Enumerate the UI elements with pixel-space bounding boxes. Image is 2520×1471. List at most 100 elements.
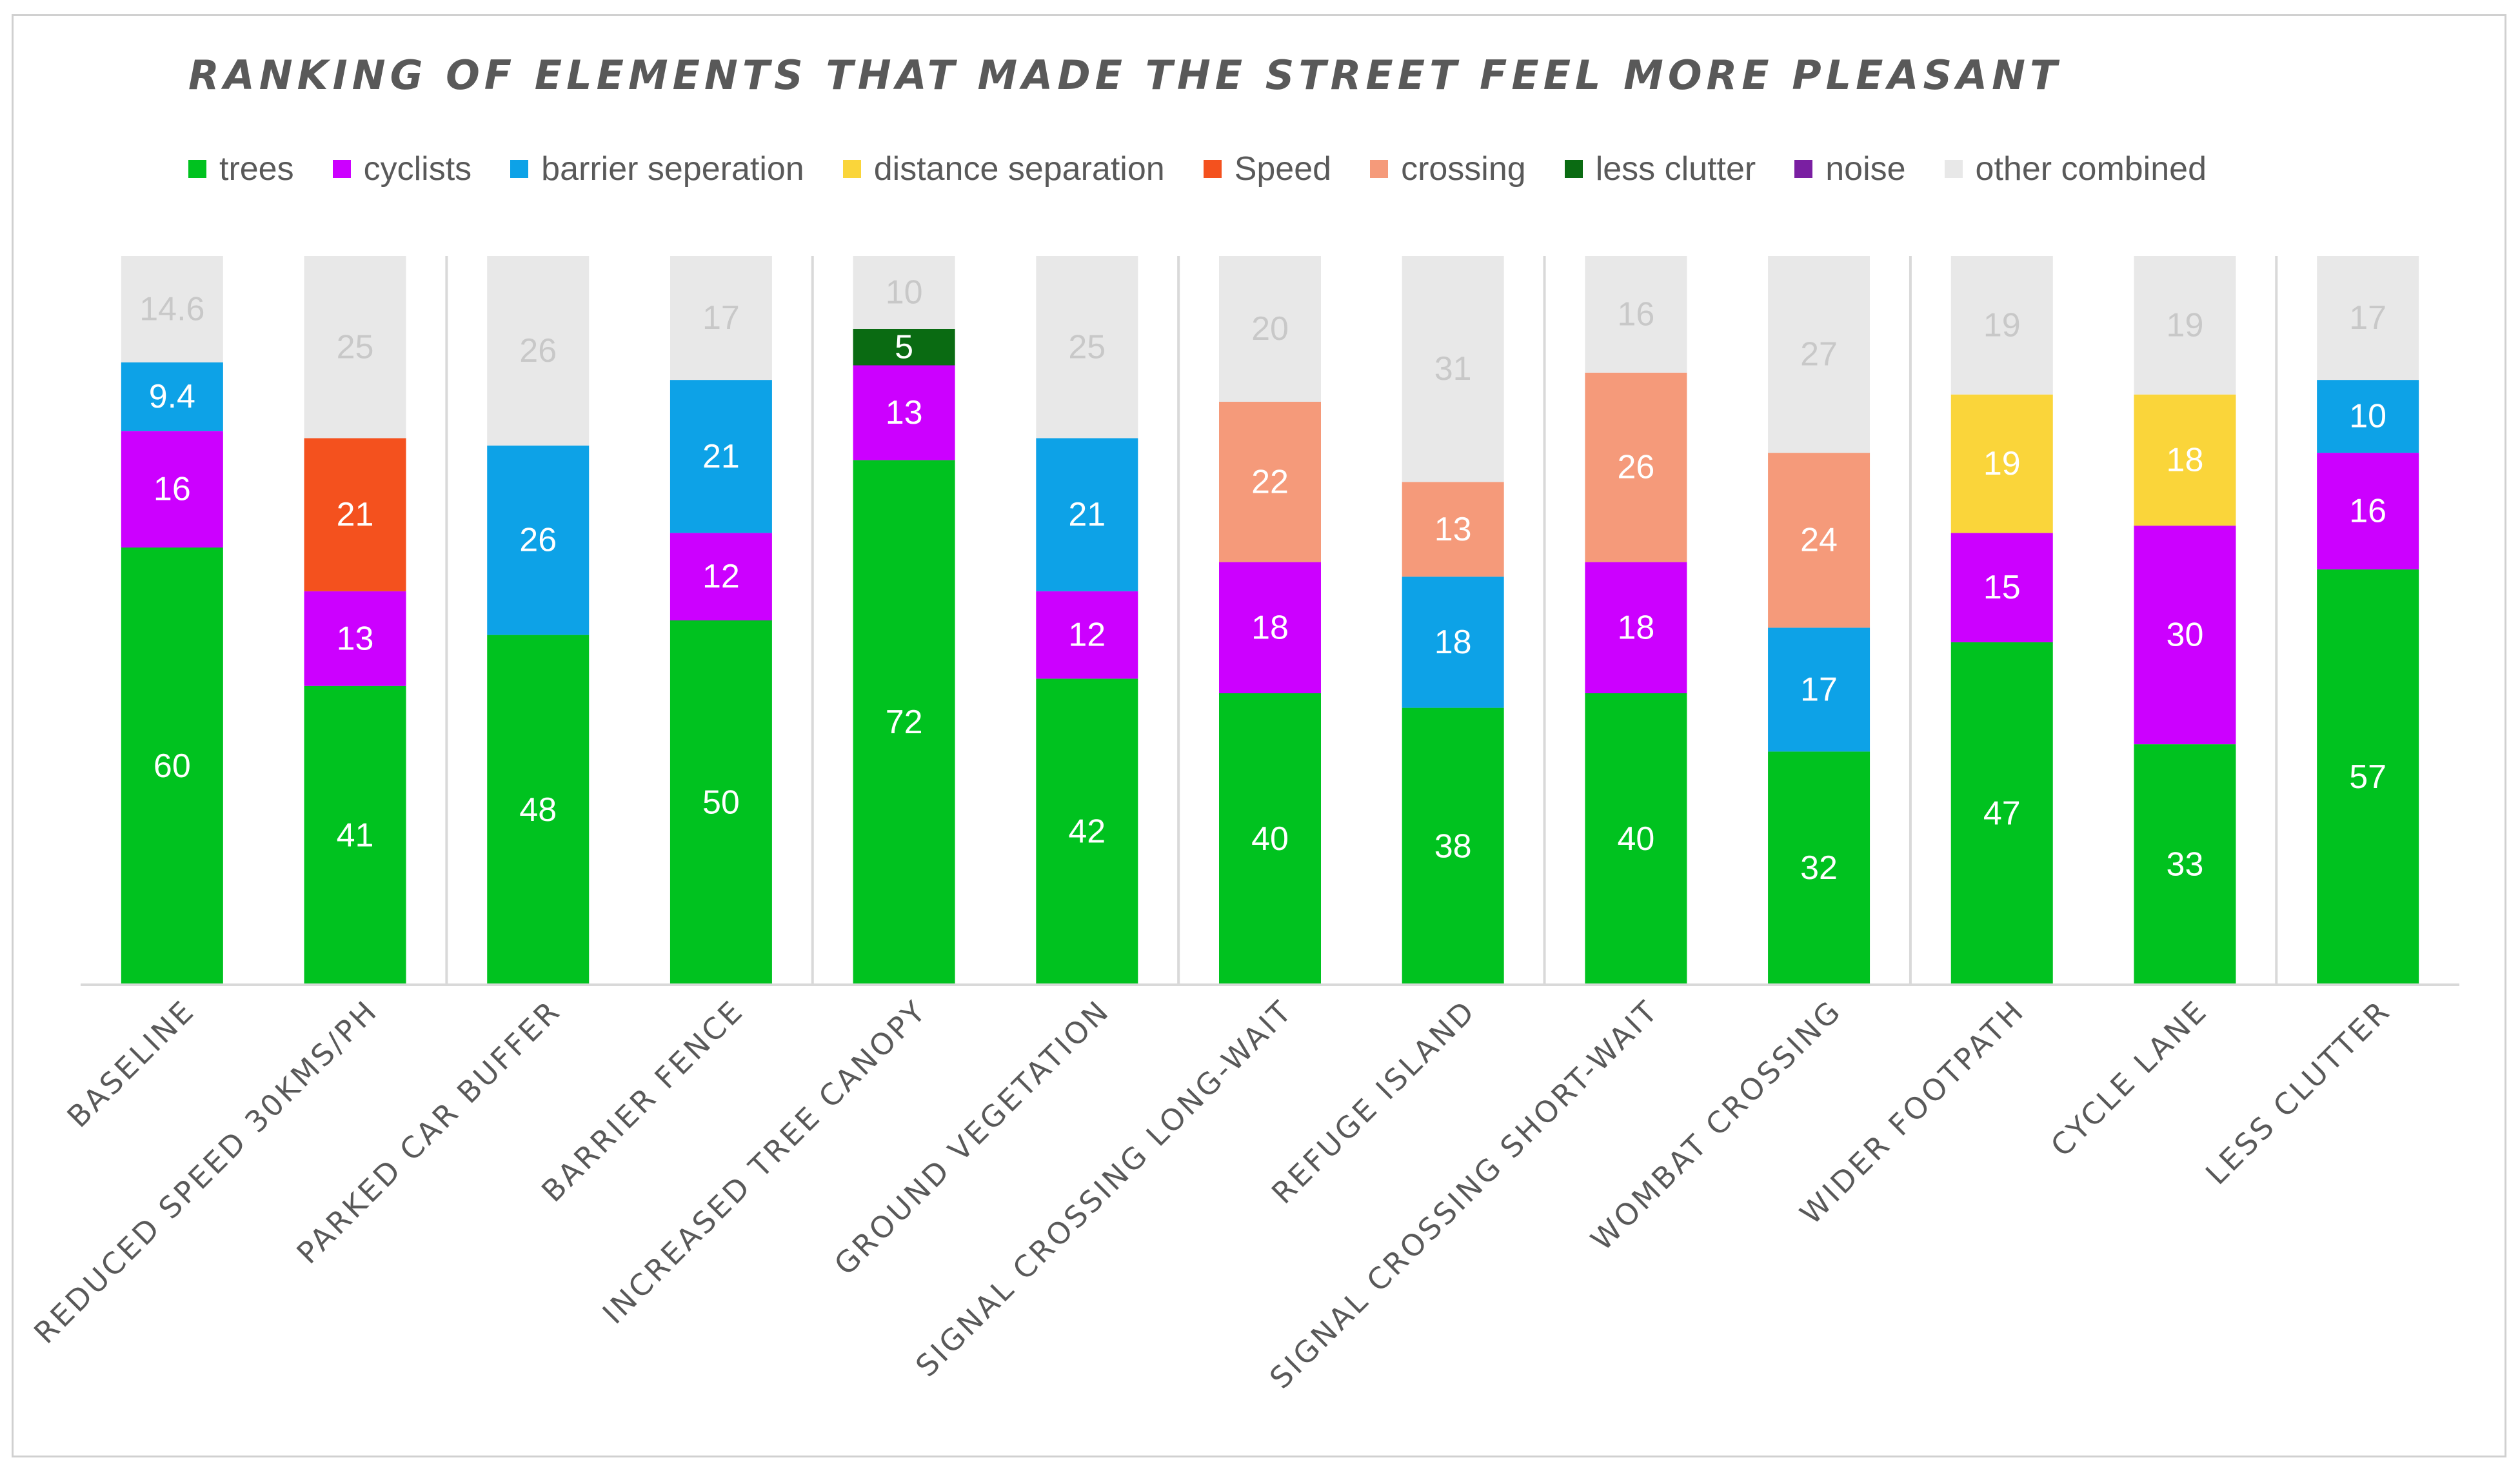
data-label: 30: [2167, 617, 2204, 654]
bar-crossing-signal-crossing-long-wait: [1219, 402, 1321, 562]
data-label: 25: [337, 328, 374, 366]
data-label: 47: [1983, 795, 2021, 832]
bar-barrier-seperation-ground-vegetation: [1036, 438, 1138, 591]
data-label: 57: [2349, 758, 2386, 796]
legend-swatch: [842, 160, 861, 178]
tick-label-less-clutter: LESS CLUTTER: [2199, 993, 2397, 1192]
data-label: 12: [1068, 617, 1106, 654]
legend-item-noise: noise: [1794, 150, 1906, 188]
data-label: 9.4: [149, 378, 195, 415]
data-label: 21: [337, 496, 374, 533]
data-label: 42: [1068, 813, 1106, 851]
legend-item-less-clutter: less clutter: [1564, 150, 1756, 188]
tick-label-cycle-lane: CYCLE LANE: [2044, 993, 2214, 1163]
data-label: 26: [519, 522, 557, 559]
bar-trees-ground-vegetation: [1036, 678, 1138, 985]
data-label: 41: [337, 816, 374, 854]
bar-distance-separation-cycle-lane: [2134, 394, 2236, 526]
legend-label: barrier seperation: [541, 150, 804, 188]
bar-barrier-seperation-barrier-fence: [670, 380, 772, 533]
data-label: 18: [1617, 609, 1654, 646]
legend-swatch: [1794, 160, 1813, 178]
legend-label: other combined: [1975, 150, 2207, 188]
legend-item-other-combined: other combined: [1944, 150, 2207, 188]
bar-cyclists-reduced-speed-30kms-ph: [304, 591, 406, 686]
bar-cyclists-increased-tree-canopy: [853, 365, 955, 460]
bar-trees-cycle-lane: [2134, 744, 2236, 985]
data-label: 18: [1251, 609, 1289, 646]
data-label: 20: [1251, 310, 1289, 348]
data-label: 13: [337, 620, 374, 657]
tick-label-baseline: BASELINE: [60, 993, 201, 1134]
data-label: 32: [1800, 849, 1838, 887]
bar-trees-wider-footpath: [1950, 642, 2053, 985]
bar-other-combined-wider-footpath: [1950, 256, 2053, 395]
legend-swatch: [1370, 160, 1389, 178]
data-label: 26: [1617, 449, 1654, 486]
tick-label-signal-crossing-short-wait: SIGNAL CROSSING SHORT-WAIT: [1263, 993, 1665, 1396]
legend: trees cyclists barrier seperation distance …: [188, 150, 2207, 188]
bar-barrier-seperation-baseline: [121, 362, 223, 431]
legend-item-distance-separation: distance separation: [842, 150, 1165, 188]
legend-item-cyclists: cyclists: [332, 150, 471, 188]
bar-trees-reduced-speed-30kms-ph: [304, 686, 406, 985]
data-label: 33: [2167, 846, 2204, 884]
bar-trees-less-clutter: [2317, 569, 2419, 985]
legend-swatch: [1564, 160, 1583, 178]
chart-title: RANKING OF ELEMENTS THAT MADE THE STREET…: [188, 52, 2062, 99]
bar-other-combined-baseline: [121, 256, 223, 362]
bar-trees-signal-crossing-short-wait: [1585, 693, 1687, 985]
tick-label-barrier-fence: BARRIER FENCE: [535, 993, 751, 1209]
data-label: 50: [702, 784, 740, 822]
bar-trees-refuge-island: [1402, 707, 1504, 985]
bar-trees-barrier-fence: [670, 620, 772, 985]
data-label: 16: [1617, 295, 1654, 333]
bar-crossing-wombat-crossing: [1768, 453, 1870, 628]
data-label: 10: [886, 274, 923, 311]
bar-other-combined-parked-car-buffer: [487, 256, 590, 446]
data-label: 22: [1251, 463, 1289, 500]
legend-label: less clutter: [1595, 150, 1756, 188]
bar-speed-reduced-speed-30kms-ph: [304, 438, 406, 591]
bar-other-combined-refuge-island: [1402, 256, 1504, 482]
bar-trees-increased-tree-canopy: [853, 460, 955, 985]
bar-barrier-seperation-less-clutter: [2317, 380, 2419, 453]
data-label: 25: [1068, 328, 1106, 366]
data-label: 40: [1617, 820, 1654, 858]
data-label: 5: [895, 328, 913, 366]
data-label: 13: [1434, 511, 1472, 548]
bar-other-combined-signal-crossing-short-wait: [1585, 256, 1687, 373]
data-label: 31: [1434, 350, 1472, 388]
bar-cyclists-baseline: [121, 431, 223, 548]
data-label: 21: [702, 438, 740, 475]
data-label: 17: [1800, 671, 1838, 708]
legend-item-speed: Speed: [1203, 150, 1332, 188]
legend-swatch: [188, 160, 206, 178]
bar-trees-wombat-crossing: [1768, 751, 1870, 985]
data-label: 17: [2349, 299, 2386, 337]
data-label: 18: [1434, 624, 1472, 661]
data-label: 16: [154, 471, 191, 508]
legend-swatch: [1944, 160, 1963, 178]
tick-label-signal-crossing-long-wait: SIGNAL CROSSING LONG-WAIT: [909, 993, 1300, 1384]
bar-trees-baseline: [121, 548, 223, 985]
data-label: 19: [1983, 306, 2021, 344]
legend-label: crossing: [1401, 150, 1526, 188]
legend-swatch: [1203, 160, 1222, 178]
legend-label: distance separation: [873, 150, 1165, 188]
legend-item-barrier-seperation: barrier seperation: [510, 150, 804, 188]
data-label: 14.6: [139, 290, 204, 328]
legend-label: Speed: [1234, 150, 1332, 188]
bar-barrier-seperation-parked-car-buffer: [487, 445, 590, 635]
data-label: 17: [702, 299, 740, 337]
bar-crossing-signal-crossing-short-wait: [1585, 372, 1687, 562]
bar-cyclists-less-clutter: [2317, 453, 2419, 569]
bar-barrier-seperation-refuge-island: [1402, 577, 1504, 708]
legend-label: noise: [1825, 150, 1906, 188]
bar-other-combined-cycle-lane: [2134, 256, 2236, 395]
data-label: 19: [1983, 445, 2021, 482]
legend-item-crossing: crossing: [1370, 150, 1526, 188]
data-label: 10: [2349, 398, 2386, 435]
bar-other-combined-increased-tree-canopy: [853, 256, 955, 329]
